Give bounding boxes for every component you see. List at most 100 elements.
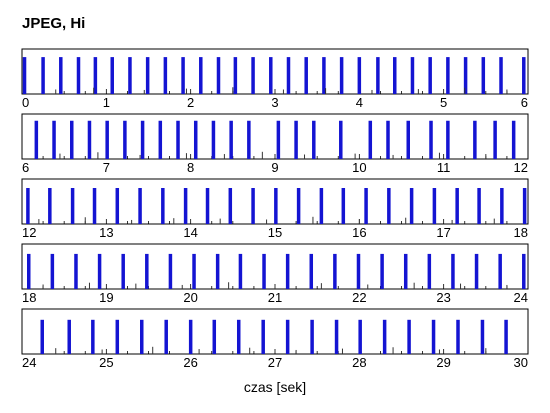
frame-bar (176, 120, 180, 159)
frame-bar (161, 188, 165, 224)
frame-bar (262, 253, 266, 289)
frame-bar (333, 253, 337, 289)
frame-bar (474, 253, 479, 289)
frame-bar (92, 188, 97, 224)
frame-bar (493, 120, 497, 159)
frame-bar (431, 319, 436, 354)
frame-bar (334, 319, 339, 354)
frame-bar (428, 57, 432, 94)
frame-bar (93, 57, 98, 94)
frame-bar (339, 57, 344, 94)
frame-bar (410, 57, 415, 94)
frame-bar (455, 188, 459, 224)
frame-bar (48, 188, 52, 224)
frame-bar (228, 188, 233, 224)
frame-bar (368, 120, 373, 159)
frame-bar (285, 319, 290, 354)
strip-frame (21, 308, 529, 355)
frame-bar (52, 120, 56, 159)
frame-bar (76, 57, 81, 94)
frame-bar (446, 57, 450, 94)
frame-bar (269, 57, 273, 94)
frame-bar (251, 188, 255, 224)
chart-title: JPEG, Hi (22, 15, 85, 32)
frame-bar (145, 253, 149, 289)
frame-bar (285, 253, 290, 289)
frame-bar (463, 57, 468, 94)
frame-bar (407, 319, 411, 354)
frame-bar (446, 120, 450, 159)
tick-label: 13 (99, 225, 113, 240)
tick-label: 5 (440, 95, 447, 110)
tick-label: 17 (436, 225, 450, 240)
frame-bar (59, 57, 63, 94)
tick-label: 12 (514, 160, 528, 175)
frame-bar (34, 120, 39, 159)
frame-bar (364, 188, 368, 224)
tick-label: 29 (436, 355, 450, 370)
frame-bar (312, 120, 316, 159)
frame-bar (498, 253, 502, 289)
frame-bar (164, 319, 168, 354)
tick-label: 23 (436, 290, 450, 305)
frame-bar (309, 253, 314, 289)
frame-bar (274, 188, 278, 224)
frame-bar (211, 120, 216, 159)
frame-bar (193, 120, 198, 159)
frame-bar (499, 57, 503, 94)
tick-label: 0 (22, 95, 29, 110)
tick-label: 14 (183, 225, 197, 240)
frame-bar (215, 253, 220, 289)
tick-label: 12 (22, 225, 36, 240)
frame-bar (121, 253, 125, 289)
frame-bar (115, 188, 120, 224)
frame-bar (123, 120, 127, 159)
frame-bar (481, 57, 486, 94)
frame-bar (233, 57, 238, 94)
frame-bar (247, 120, 251, 159)
frame-bar (387, 188, 391, 224)
frame-bar (110, 57, 114, 94)
frame-bar (158, 120, 163, 159)
tick-label: 2 (187, 95, 194, 110)
frame-bar (67, 319, 71, 354)
frame-bar (40, 319, 44, 354)
tick-label: 7 (103, 160, 110, 175)
tick-label: 20 (183, 290, 197, 305)
tick-label: 8 (187, 160, 194, 175)
frame-bar (229, 120, 233, 159)
x-axis-label: czas [sek] (244, 379, 306, 395)
tick-label: 30 (514, 355, 528, 370)
tick-label: 4 (356, 95, 363, 110)
frame-bar (480, 319, 485, 354)
frame-bar (356, 253, 361, 289)
frame-bar (216, 57, 221, 94)
frame-bar (236, 319, 241, 354)
frame-bar (26, 188, 30, 224)
frame-bar (128, 57, 132, 94)
frame-bar (451, 253, 455, 289)
frame-bar (140, 120, 145, 159)
tick-label: 22 (352, 290, 366, 305)
frame-bar (358, 319, 362, 354)
tick-label: 6 (521, 95, 528, 110)
frame-bar (432, 188, 437, 224)
frame-bar (522, 57, 526, 94)
tick-label: 10 (352, 160, 366, 175)
frame-bar (500, 188, 504, 224)
frame-bar (427, 253, 432, 289)
frame-bar (50, 253, 55, 289)
frame-bar (341, 188, 346, 224)
frame-bar (319, 188, 324, 224)
frame-bar (163, 57, 168, 94)
tick-label: 9 (271, 160, 278, 175)
frame-bar (286, 57, 291, 94)
frame-bar (477, 188, 481, 224)
frame-bar (522, 253, 526, 289)
tick-label: 16 (352, 225, 366, 240)
frame-bar (199, 57, 203, 94)
frame-bar (105, 120, 109, 159)
frame-bar (294, 120, 298, 159)
frame-bar (522, 188, 527, 224)
